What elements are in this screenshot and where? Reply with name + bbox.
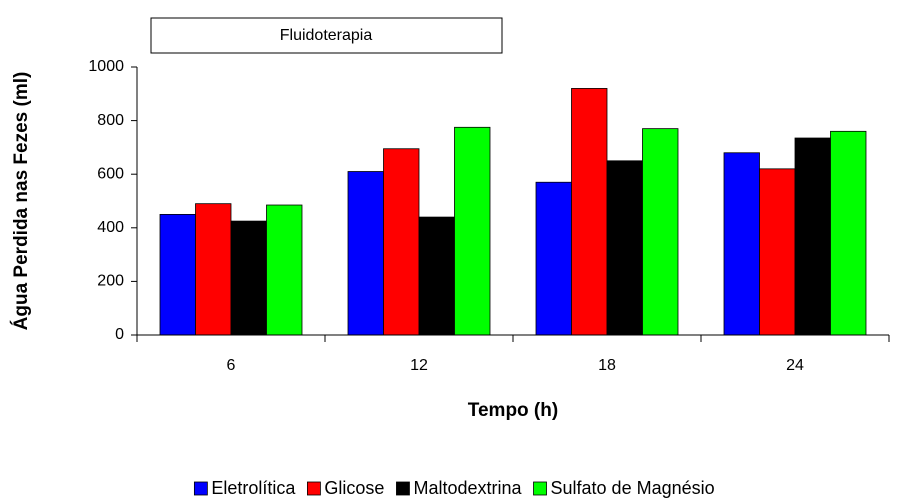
y-tick-label: 0	[115, 326, 124, 343]
legend-label: Sulfato de Magnésio	[551, 478, 715, 498]
bar	[571, 88, 608, 336]
bar	[418, 216, 455, 336]
y-tick-label: 200	[97, 273, 124, 290]
bar	[759, 168, 796, 336]
legend-swatch	[396, 481, 410, 496]
bar	[642, 128, 679, 336]
bar	[454, 126, 491, 336]
bar	[383, 148, 420, 336]
x-tick-label: 6	[227, 357, 236, 374]
y-tick-label: 600	[97, 165, 124, 182]
y-axis-label: Água Perdida nas Fezes (ml)	[10, 72, 32, 331]
legend-swatch	[193, 481, 208, 496]
bar	[347, 171, 384, 336]
legend-swatch	[533, 481, 547, 496]
x-tick-label: 24	[786, 357, 804, 374]
x-tick-label: 18	[598, 357, 616, 374]
bar	[723, 152, 760, 336]
bar	[794, 137, 831, 336]
legend-label: Glicose	[324, 478, 384, 498]
chart-title: Fluidoterapia	[280, 27, 373, 44]
title-box	[150, 17, 503, 54]
x-tick-label: 12	[410, 357, 428, 374]
legend-label: Eletrolítica	[211, 478, 296, 498]
bar	[266, 204, 303, 336]
bar	[230, 220, 267, 336]
bar	[535, 181, 572, 336]
legend-label: Maltodextrina	[413, 478, 522, 498]
bar	[159, 213, 196, 336]
bar	[195, 203, 232, 336]
y-tick-label: 400	[97, 219, 124, 236]
bar	[830, 130, 867, 336]
legend-swatch	[307, 481, 321, 496]
y-tick-label: 800	[97, 112, 124, 129]
x-axis-label: Tempo (h)	[468, 400, 558, 421]
bar	[606, 160, 643, 336]
y-tick-label: 1000	[88, 58, 124, 75]
